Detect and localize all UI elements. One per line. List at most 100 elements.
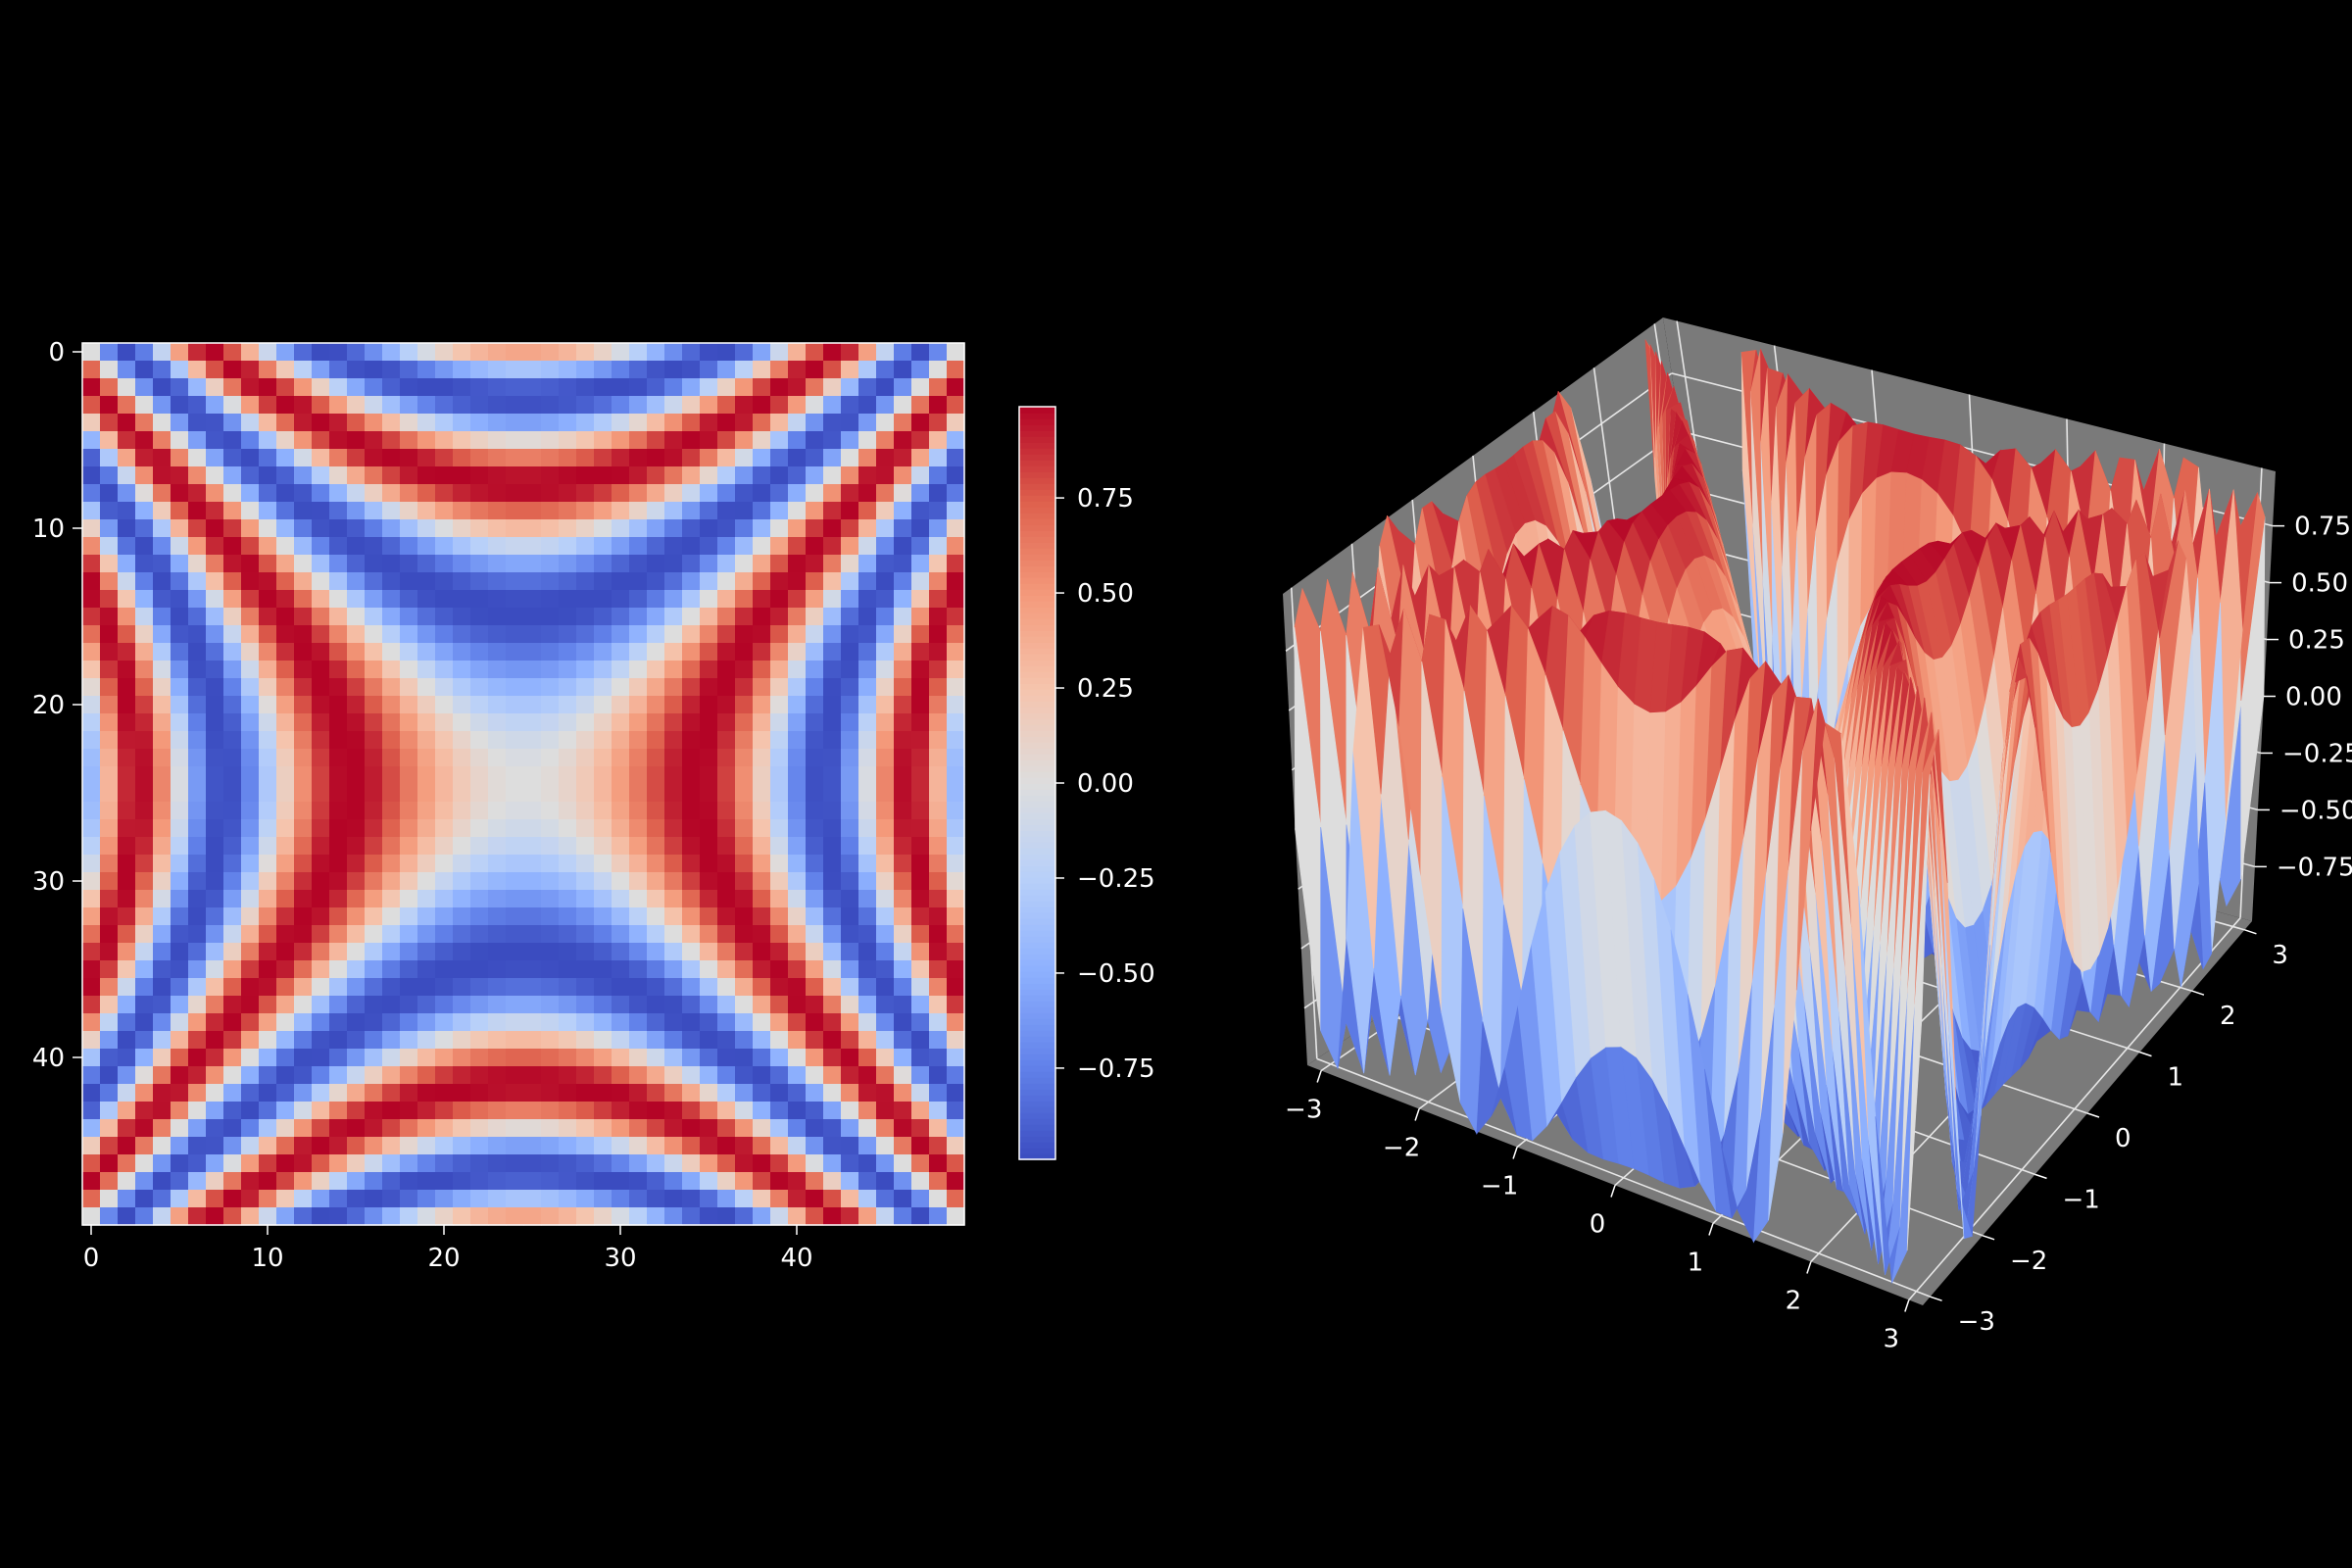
heatmap-cell <box>929 661 948 679</box>
colorbar-segment <box>1019 895 1055 902</box>
heatmap-cell <box>629 1013 648 1032</box>
heatmap-cell <box>347 449 366 467</box>
heatmap-cell <box>153 678 172 697</box>
heatmap-cell <box>858 519 877 538</box>
heatmap-cell <box>365 890 383 908</box>
heatmap-cell <box>312 1119 330 1138</box>
heatmap-cell <box>894 378 912 397</box>
heatmap-cell <box>347 625 366 644</box>
heatmap-cell <box>717 414 736 432</box>
heatmap-cell <box>171 661 189 679</box>
heatmap-cell <box>82 1137 101 1155</box>
heatmap-cell <box>823 1172 842 1191</box>
heatmap-cell <box>753 837 771 856</box>
heatmap-cell <box>470 484 489 503</box>
heatmap-cell <box>470 1119 489 1138</box>
heatmap-cell <box>347 1137 366 1155</box>
heatmap-cell <box>488 996 507 1014</box>
heatmap-cell <box>858 925 877 944</box>
heatmap-cell <box>135 943 154 961</box>
heatmap-cell <box>806 819 824 838</box>
heatmap-cell <box>294 872 313 891</box>
heatmap-cell <box>717 643 736 662</box>
colorbar-segment <box>1019 436 1055 443</box>
heatmap-cell <box>753 819 771 838</box>
heatmap-cell <box>664 661 683 679</box>
heatmap-cell <box>259 802 277 820</box>
heatmap-cell <box>629 907 648 926</box>
heatmap-cell <box>188 749 207 767</box>
heatmap-cell <box>664 1190 683 1208</box>
heatmap-cell <box>876 890 895 908</box>
heatmap-cell <box>312 1172 330 1191</box>
heatmap-cell <box>753 484 771 503</box>
heatmap-cell <box>541 1137 560 1155</box>
heatmap-cell <box>629 890 648 908</box>
heatmap-cell <box>559 713 577 732</box>
heatmap-cell <box>841 1049 859 1067</box>
heatmap-x-tick-label: 40 <box>780 1244 812 1273</box>
colorbar-segment <box>1019 636 1055 643</box>
heatmap-cell <box>947 907 965 926</box>
heatmap-cell <box>294 819 313 838</box>
heatmap-cell <box>241 608 260 626</box>
heatmap-cell <box>788 1102 807 1120</box>
heatmap-cell <box>770 414 789 432</box>
heatmap-cell <box>911 396 930 415</box>
heatmap-cell <box>171 1137 189 1155</box>
colorbar-segment <box>1019 1083 1055 1090</box>
heatmap-cell <box>594 1119 612 1138</box>
heatmap-cell <box>753 1207 771 1226</box>
heatmap-cell <box>241 872 260 891</box>
heatmap-cell <box>858 502 877 520</box>
heatmap-cell <box>717 678 736 697</box>
heatmap-cell <box>171 907 189 926</box>
heatmap-cell <box>541 907 560 926</box>
colorbar-segment <box>1019 871 1055 878</box>
heatmap-cell <box>894 749 912 767</box>
heatmap-cell <box>312 396 330 415</box>
heatmap-cell <box>453 1119 471 1138</box>
heatmap-cell <box>506 378 524 397</box>
heatmap-cell <box>82 784 101 803</box>
heatmap-cell <box>294 484 313 503</box>
heatmap-cell <box>700 907 718 926</box>
heatmap-cell <box>894 625 912 644</box>
heatmap-cell <box>400 978 418 997</box>
heatmap-cell <box>347 519 366 538</box>
axis3d-tick-label: −1 <box>2063 1185 2100 1214</box>
heatmap-cell <box>135 519 154 538</box>
heatmap-cell <box>929 414 948 432</box>
heatmap-cell <box>523 396 542 415</box>
heatmap-cell <box>329 713 348 732</box>
heatmap-cell <box>735 590 754 609</box>
heatmap-cell <box>276 802 295 820</box>
heatmap-cell <box>118 502 136 520</box>
heatmap-cell <box>223 766 242 785</box>
heatmap-cell <box>347 414 366 432</box>
heatmap-cell <box>347 925 366 944</box>
heatmap-cell <box>594 978 612 997</box>
heatmap-cell <box>171 625 189 644</box>
heatmap-cell <box>153 943 172 961</box>
heatmap-cell <box>664 678 683 697</box>
heatmap-cell <box>188 907 207 926</box>
heatmap-cell <box>329 661 348 679</box>
heatmap-cell <box>682 1207 701 1226</box>
heatmap-cell <box>347 713 366 732</box>
heatmap-cell <box>100 1190 119 1208</box>
heatmap-cell <box>700 1119 718 1138</box>
heatmap-cell <box>223 625 242 644</box>
heatmap-cell <box>400 378 418 397</box>
heatmap-cell <box>276 537 295 556</box>
heatmap-cell <box>276 449 295 467</box>
heatmap-cell <box>382 802 401 820</box>
heatmap-cell <box>858 978 877 997</box>
heatmap-cell <box>417 766 436 785</box>
colorbar-segment <box>1019 906 1055 913</box>
heatmap-cell <box>911 784 930 803</box>
heatmap-cell <box>223 1154 242 1173</box>
heatmap-cell <box>206 872 224 891</box>
heatmap-cell <box>612 996 630 1014</box>
heatmap-cell <box>223 661 242 679</box>
